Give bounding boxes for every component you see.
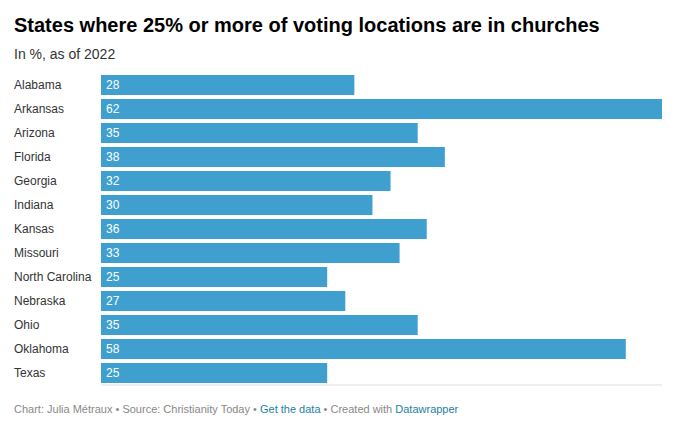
svg-text:25: 25 (106, 366, 120, 380)
svg-text:32: 32 (106, 174, 120, 188)
html-text:States where 25% or more of vo: States where 25% or more of voting locat… (14, 14, 600, 36)
svg-text:38: 38 (106, 150, 120, 164)
svg-text:33: 33 (106, 246, 120, 260)
svg-text:Texas: Texas (14, 366, 45, 380)
svg-text:Indiana: Indiana (14, 198, 54, 212)
svg-text:Florida: Florida (14, 150, 51, 164)
svg-text:58: 58 (106, 342, 120, 356)
svg-text:25: 25 (106, 270, 120, 284)
svg-text:Kansas: Kansas (14, 222, 54, 236)
svg-text:Ohio: Ohio (14, 318, 40, 332)
svg-text:28: 28 (106, 78, 120, 92)
svg-text:Oklahoma: Oklahoma (14, 342, 69, 356)
svg-text:35: 35 (106, 318, 120, 332)
svg-text:Alabama: Alabama (14, 78, 62, 92)
svg-text:Arizona: Arizona (14, 126, 55, 140)
svg-text:Georgia: Georgia (14, 174, 57, 188)
svg-text:Missouri: Missouri (14, 246, 59, 260)
svg-text:35: 35 (106, 126, 120, 140)
svg-text:36: 36 (106, 222, 120, 236)
html-text:In %, as of 2022: In %, as of 2022 (14, 46, 116, 62)
svg-text:Arkansas: Arkansas (14, 102, 64, 116)
svg-text:North Carolina: North Carolina (14, 270, 92, 284)
svg-text:27: 27 (106, 294, 120, 308)
svg-text:62: 62 (106, 102, 120, 116)
html-text:Chart: Julia Métraux • Source:: Chart: Julia Métraux • Source: Christian… (14, 403, 459, 415)
svg-text:Nebraska: Nebraska (14, 294, 66, 308)
svg-text:30: 30 (106, 198, 120, 212)
